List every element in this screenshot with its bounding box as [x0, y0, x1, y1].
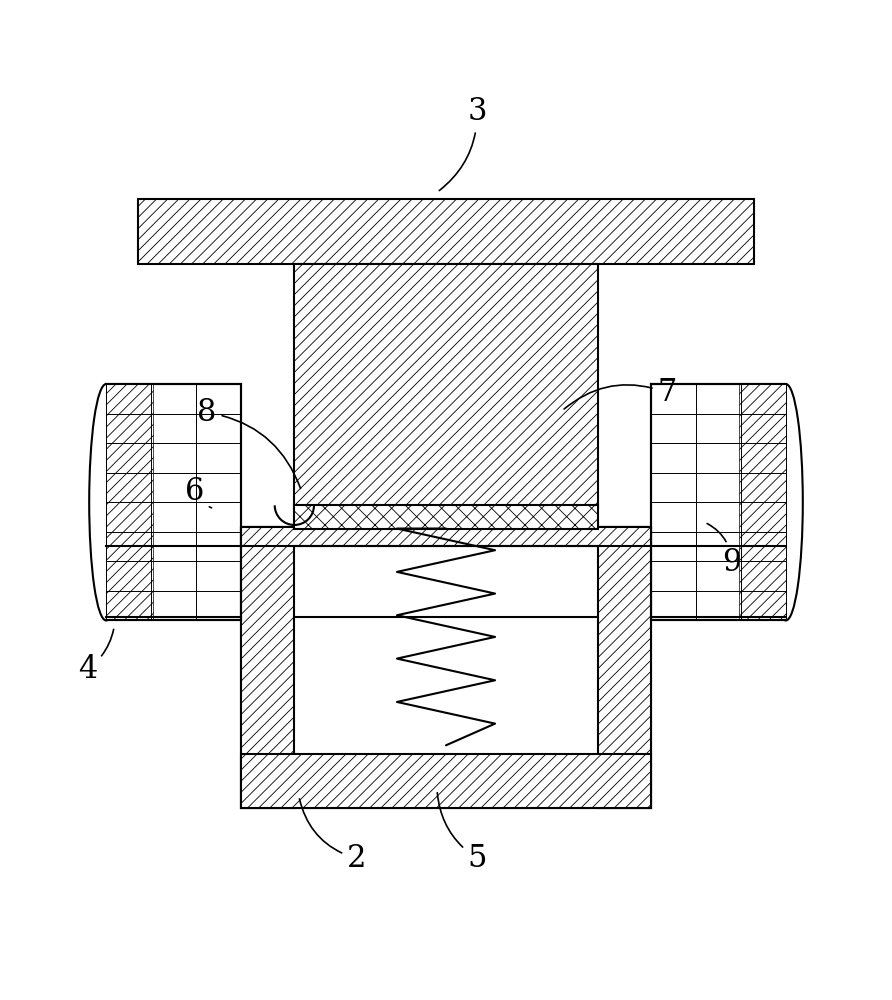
- Bar: [241, 527, 651, 546]
- Bar: [294, 505, 598, 529]
- Bar: [241, 527, 294, 808]
- Text: 9: 9: [707, 524, 741, 578]
- Text: 6: 6: [185, 476, 211, 508]
- Bar: [294, 264, 598, 509]
- Ellipse shape: [769, 384, 803, 620]
- Bar: [106, 384, 153, 620]
- Text: 5: 5: [437, 793, 487, 874]
- Bar: [241, 527, 651, 808]
- Bar: [106, 384, 241, 620]
- Ellipse shape: [89, 384, 123, 620]
- Text: 2: 2: [300, 799, 367, 874]
- Text: 3: 3: [439, 96, 487, 191]
- Bar: [651, 384, 786, 620]
- Bar: [598, 527, 651, 808]
- Text: 7: 7: [564, 377, 677, 409]
- Bar: [739, 384, 786, 620]
- Text: 4: 4: [78, 629, 113, 685]
- Text: 8: 8: [197, 397, 301, 488]
- Bar: [138, 199, 754, 264]
- Bar: [241, 754, 651, 808]
